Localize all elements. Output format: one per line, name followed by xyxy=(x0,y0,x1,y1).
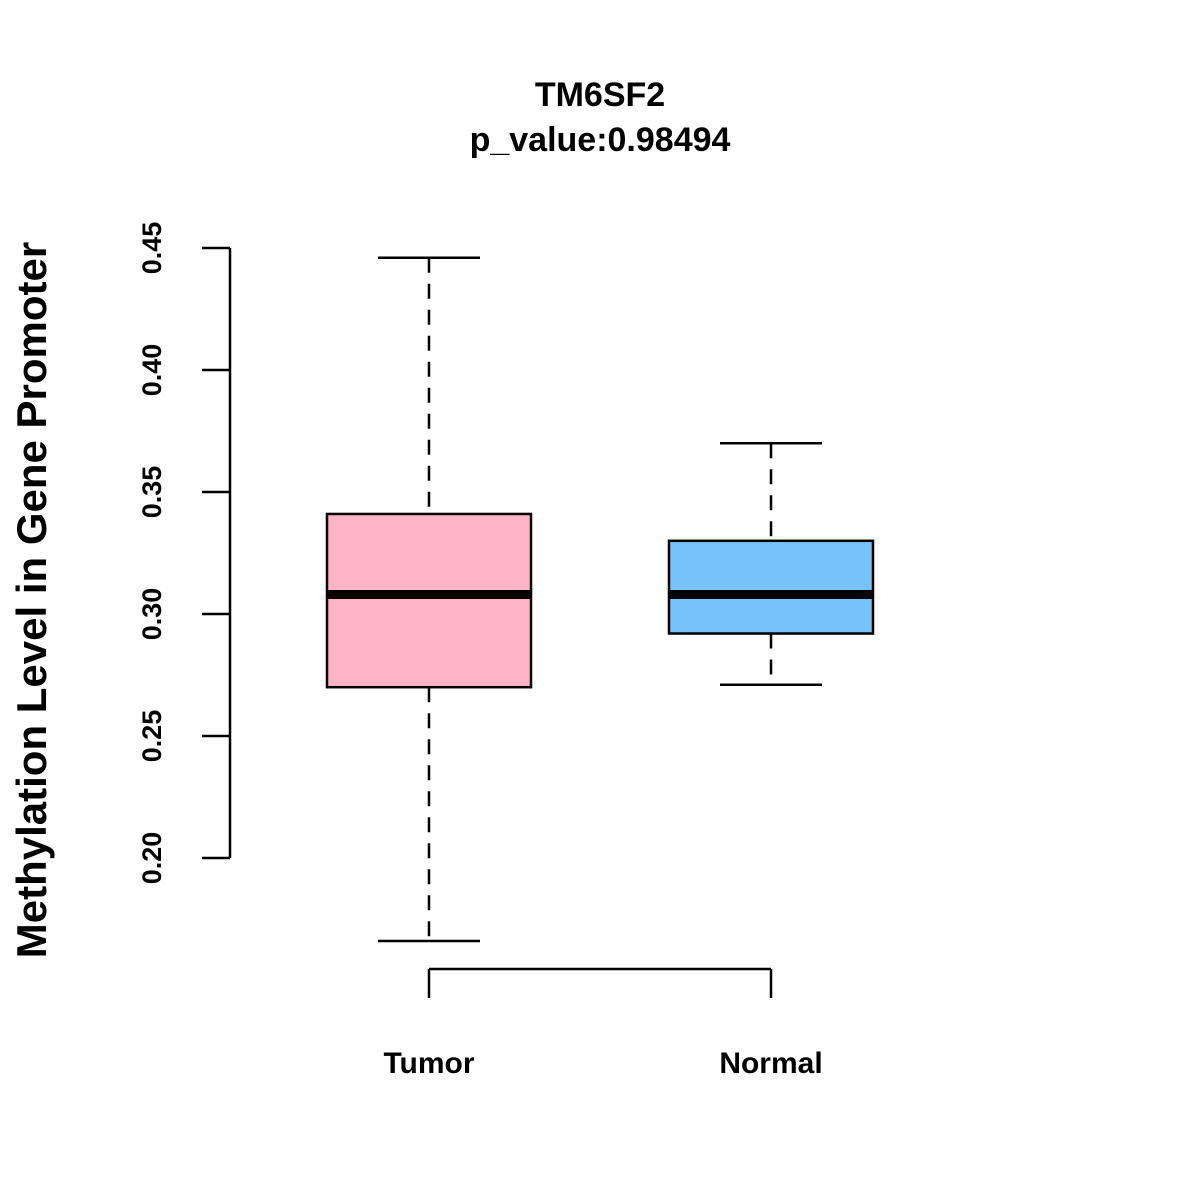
y-axis: 0.20 0.25 0.30 0.35 0.40 0.45 xyxy=(137,222,232,885)
y-tick-label: 0.30 xyxy=(137,588,167,641)
x-tick-label: Tumor xyxy=(383,1047,474,1080)
chart-subtitle: p_value:0.98494 xyxy=(470,121,731,159)
y-tick-label: 0.20 xyxy=(137,832,167,885)
y-axis-label: Methylation Level in Gene Promoter xyxy=(8,242,55,958)
boxes xyxy=(325,256,875,943)
box-normal xyxy=(667,441,875,687)
y-tick-label: 0.25 xyxy=(137,710,167,763)
y-tick-label: 0.45 xyxy=(137,222,167,275)
iqr-box xyxy=(325,512,533,689)
chart-title: TM6SF2 xyxy=(535,76,665,114)
iqr-box xyxy=(667,539,875,635)
x-tick-label: Normal xyxy=(719,1047,822,1080)
y-tick-label: 0.40 xyxy=(137,344,167,397)
y-tick-label: 0.35 xyxy=(137,466,167,519)
box-tumor xyxy=(325,256,533,943)
x-axis: Tumor Normal xyxy=(383,967,823,1080)
